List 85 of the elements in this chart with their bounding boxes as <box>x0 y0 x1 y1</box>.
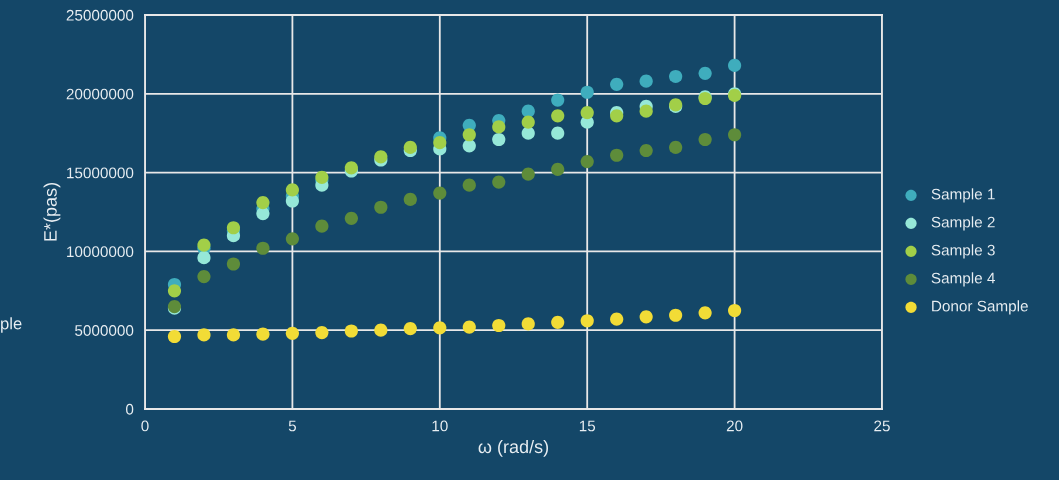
point <box>344 324 358 338</box>
y-tick-label: 25000000 <box>66 9 134 21</box>
point <box>492 175 506 189</box>
x-axis-title: ω (rad/s) <box>478 439 549 457</box>
x-tick-label: 20 <box>726 420 743 432</box>
point <box>492 318 506 333</box>
point <box>551 162 565 177</box>
y-axis-title: E*(pas) <box>43 183 61 241</box>
legend-label: Sample 3 <box>931 244 995 259</box>
point <box>521 115 535 129</box>
point <box>315 219 329 233</box>
point <box>669 140 683 154</box>
y-tick-label: 20000000 <box>66 88 134 100</box>
point <box>315 170 329 184</box>
legend-label: Sample 2 <box>931 216 995 231</box>
point <box>462 178 476 192</box>
point <box>521 317 535 331</box>
point <box>374 323 388 337</box>
point <box>580 106 594 120</box>
point <box>639 310 653 324</box>
x-tick-label: 0 <box>141 420 149 432</box>
y-tick-label: 5000000 <box>75 325 134 336</box>
point <box>285 326 299 340</box>
x-tick-label: 15 <box>579 420 596 432</box>
point <box>403 140 417 154</box>
point <box>226 328 241 342</box>
point <box>639 104 653 118</box>
legend-label: Sample 4 <box>931 272 995 287</box>
point <box>167 284 182 298</box>
legend-label: Sample 1 <box>931 188 995 203</box>
point <box>551 109 565 123</box>
point <box>256 327 270 341</box>
point <box>728 303 742 318</box>
point <box>610 312 624 326</box>
point <box>551 315 565 329</box>
point <box>698 66 712 80</box>
point <box>521 104 535 118</box>
point <box>462 320 476 334</box>
point <box>610 77 624 91</box>
point <box>315 325 329 340</box>
x-tick-label: 10 <box>432 420 448 432</box>
point <box>698 132 712 147</box>
point <box>226 257 241 271</box>
point <box>167 329 182 344</box>
point <box>462 128 476 142</box>
point <box>551 126 565 140</box>
point <box>433 136 447 150</box>
point <box>197 328 211 342</box>
point <box>433 321 447 335</box>
point <box>639 143 653 158</box>
point <box>669 308 683 322</box>
point <box>285 183 299 197</box>
point <box>492 120 506 134</box>
x-tick-label: 25 <box>874 420 890 432</box>
point <box>285 232 299 246</box>
x-tick-label: 5 <box>288 420 297 432</box>
point <box>580 314 594 328</box>
point <box>256 241 270 255</box>
point <box>344 211 358 225</box>
point <box>698 306 712 320</box>
y-tick-label: 10000000 <box>67 246 134 258</box>
text: ple <box>1 317 22 333</box>
point <box>639 74 653 88</box>
point <box>580 85 594 99</box>
point <box>403 322 417 336</box>
y-tick-label: 0 <box>125 403 134 415</box>
point <box>256 195 270 210</box>
point <box>521 167 535 181</box>
point <box>197 251 211 265</box>
point <box>374 200 388 214</box>
legend-label: Donor Sample <box>932 300 1028 315</box>
point <box>521 126 535 140</box>
point <box>728 128 742 142</box>
point <box>285 194 299 208</box>
point <box>433 186 447 200</box>
point <box>669 69 683 84</box>
y-tick-label: 15000000 <box>67 167 134 179</box>
point <box>551 93 565 107</box>
point <box>197 270 211 284</box>
point <box>462 139 476 153</box>
point <box>610 148 624 162</box>
point <box>492 132 506 147</box>
point <box>580 154 594 169</box>
point <box>728 58 742 73</box>
point <box>403 192 417 206</box>
